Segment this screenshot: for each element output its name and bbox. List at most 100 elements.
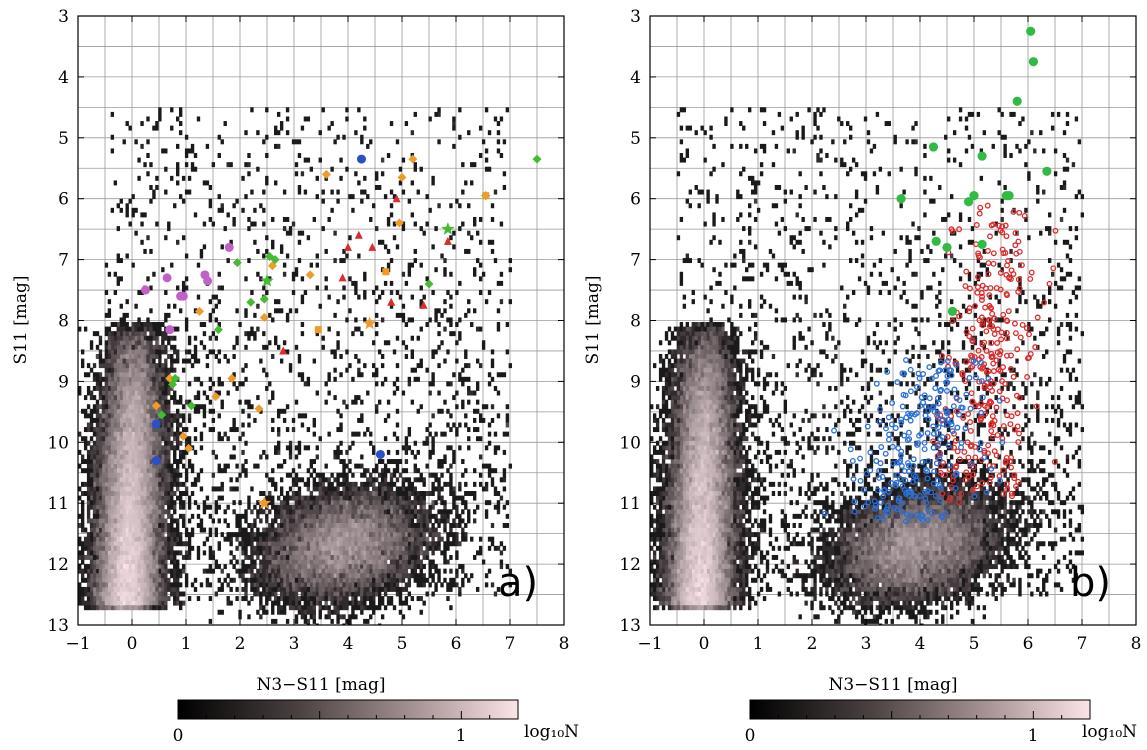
density-cell	[315, 285, 319, 291]
density-cell	[327, 500, 331, 506]
density-cell	[116, 340, 120, 346]
density-cell	[98, 600, 103, 606]
density-cell	[372, 591, 376, 597]
density-cell	[262, 577, 266, 583]
density-cell	[95, 596, 100, 602]
density-cell	[178, 472, 183, 478]
density-cell	[377, 600, 382, 606]
density-cell	[199, 322, 204, 327]
density-cell	[146, 491, 150, 496]
density-cell	[184, 326, 189, 332]
density-cell	[167, 481, 171, 487]
density-cell	[250, 596, 254, 602]
density-cell	[342, 518, 346, 524]
density-cell	[193, 577, 198, 583]
density-cell	[490, 203, 495, 209]
density-cell	[128, 550, 132, 556]
density-cell	[276, 600, 281, 606]
density-cell	[110, 335, 115, 341]
density-cell	[437, 107, 441, 113]
density-cell	[170, 385, 174, 391]
density-cell	[303, 495, 308, 501]
density-cell	[244, 554, 248, 560]
density-cell	[238, 322, 242, 327]
density-cell	[178, 459, 183, 465]
density-cell	[164, 372, 168, 378]
density-cell	[410, 545, 415, 551]
density-cell	[101, 422, 106, 428]
density-cell	[360, 509, 364, 515]
density-cell	[404, 545, 409, 551]
density-cell	[164, 431, 168, 437]
density-cell	[380, 568, 385, 574]
density-cell	[98, 509, 103, 515]
density-cell	[155, 550, 159, 556]
density-cell	[315, 550, 319, 556]
density-cell	[119, 504, 123, 510]
density-cell	[140, 477, 144, 483]
density-cell	[336, 545, 340, 551]
density-cell	[202, 180, 207, 186]
density-cell	[113, 340, 118, 346]
density-cell	[386, 554, 391, 560]
density-cell	[312, 459, 316, 465]
density-cell	[366, 427, 370, 433]
density-cell	[360, 139, 364, 145]
density-cell	[229, 536, 233, 542]
density-cell	[315, 513, 319, 519]
density-cell	[122, 422, 126, 428]
density-cell	[375, 573, 379, 579]
density-cell	[288, 522, 293, 528]
density-cell	[306, 486, 311, 492]
density-cell	[372, 545, 376, 551]
density-cell	[181, 541, 186, 547]
density-cell	[89, 454, 94, 460]
density-cell	[285, 518, 290, 524]
density-cell	[146, 153, 150, 158]
density-cell	[303, 586, 308, 592]
density-cell	[259, 564, 263, 570]
density-cell	[208, 550, 213, 556]
density-cell	[149, 376, 153, 382]
density-cell	[276, 449, 281, 455]
density-cell	[505, 404, 510, 410]
density-cell	[181, 513, 186, 519]
density-cell	[366, 468, 370, 474]
density-cell	[449, 271, 453, 277]
density-cell	[131, 491, 135, 496]
density-cell	[425, 550, 429, 556]
density-cell	[158, 404, 162, 410]
density-cell	[113, 413, 118, 419]
density-cell	[360, 454, 364, 460]
density-cell	[395, 495, 400, 501]
density-cell	[128, 449, 132, 455]
density-cell	[422, 294, 426, 300]
density-cell	[422, 504, 426, 510]
density-cell	[330, 500, 334, 506]
density-cell	[149, 184, 153, 190]
density-cell	[101, 545, 106, 551]
density-cell	[256, 463, 260, 469]
density-cell	[348, 459, 352, 465]
density-cell	[348, 554, 352, 560]
density-cell	[309, 582, 314, 588]
density-cell	[235, 340, 239, 346]
density-cell	[116, 495, 120, 501]
density-cell	[282, 189, 287, 195]
density-cell	[386, 216, 391, 222]
density-cell	[345, 472, 349, 478]
density-cell	[478, 454, 483, 460]
density-cell	[208, 564, 213, 570]
density-cell	[128, 522, 132, 528]
density-cell	[285, 427, 290, 433]
density-cell	[134, 536, 138, 542]
density-cell	[116, 577, 120, 583]
density-cell	[241, 513, 245, 519]
density-cell	[158, 550, 162, 556]
density-cell	[262, 605, 266, 611]
density-cell	[155, 335, 159, 341]
density-cell	[431, 449, 435, 455]
density-cell	[232, 344, 236, 350]
density-cell	[300, 500, 305, 506]
density-cell	[116, 436, 120, 442]
